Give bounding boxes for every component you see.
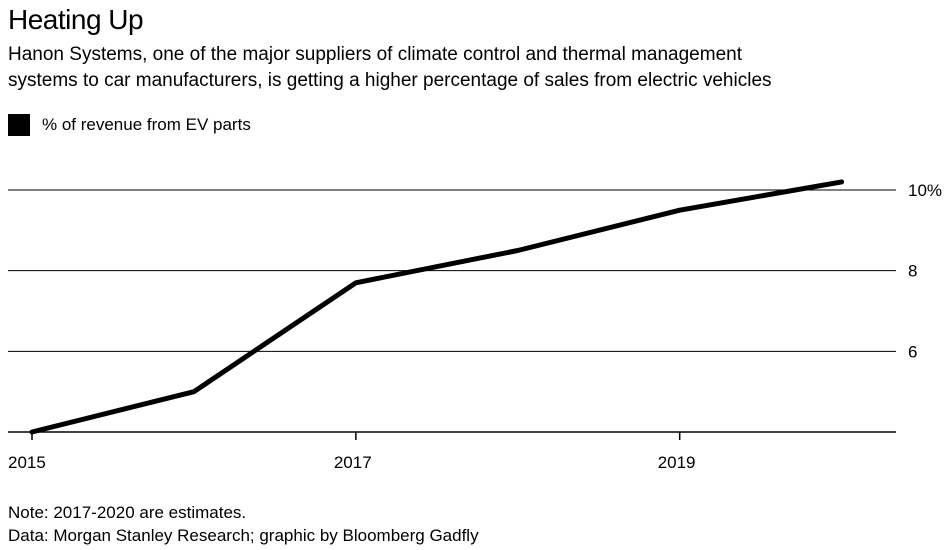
- chart-note: Note: 2017-2020 are estimates.: [8, 503, 247, 522]
- chart-subtitle-line-1: Hanon Systems, one of the major supplier…: [8, 44, 742, 65]
- y-tick-label: 6: [908, 342, 917, 361]
- y-tick-label: 10%: [908, 181, 942, 200]
- chart-subtitle-line-2: systems to car manufacturers, is getting…: [8, 70, 772, 91]
- legend-label: % of revenue from EV parts: [42, 115, 251, 134]
- x-tick-label: 2017: [334, 453, 372, 472]
- series-line: [29, 179, 845, 435]
- legend: % of revenue from EV parts: [8, 114, 251, 136]
- x-tick-label: 2015: [8, 453, 46, 472]
- y-tick-label: 8: [908, 262, 917, 281]
- chart-title: Heating Up: [8, 4, 144, 35]
- x-tick-label: 2019: [658, 453, 696, 472]
- legend-swatch: [8, 114, 30, 136]
- chart-source: Data: Morgan Stanley Research; graphic b…: [8, 526, 479, 545]
